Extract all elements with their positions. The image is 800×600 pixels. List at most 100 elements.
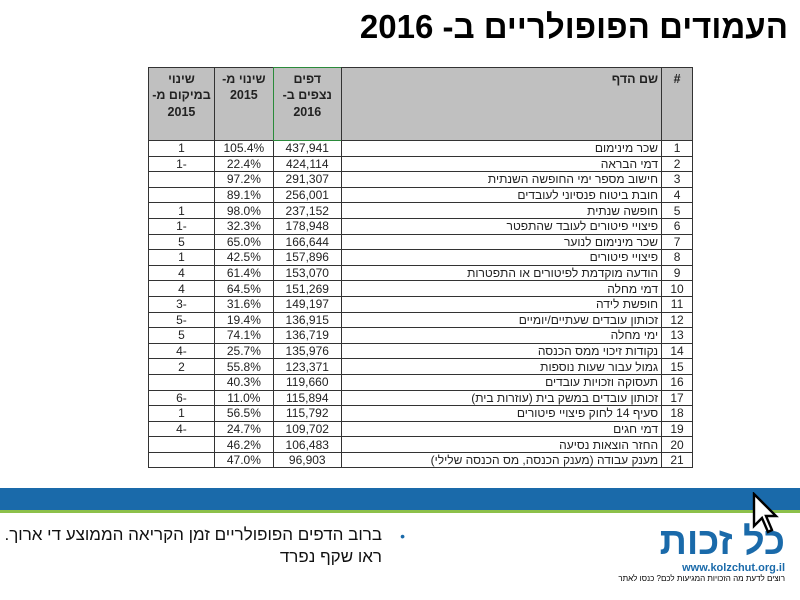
row-pct-change: 31.6%: [213, 295, 274, 313]
header-rank-change: שינוי במיקום מ- 2015: [148, 67, 215, 141]
row-page-name: שכר מינימום לנוער: [340, 233, 663, 251]
row-views: 115,792: [272, 405, 342, 422]
logo-url: www.kolzchut.org.il: [682, 562, 785, 574]
row-num: 14: [661, 342, 693, 360]
row-num: 4: [661, 186, 693, 204]
row-num: 16: [661, 373, 693, 391]
row-num: 18: [661, 405, 693, 422]
row-page-name: פיצויי פיטורים לעובד שהתפטר: [340, 217, 663, 235]
row-rank-change: 5: [148, 327, 215, 344]
row-page-name: דמי חגים: [340, 420, 663, 438]
row-views: 109,702: [272, 420, 342, 438]
row-views: 291,307: [272, 171, 342, 188]
logo-tagline: רוצים לדעת מה הזכויות המגיעות לכם? כנסו …: [618, 574, 785, 583]
row-views: 123,371: [272, 358, 342, 375]
row-num: 15: [661, 358, 693, 375]
table-row: 1 שכר מינימום 437,941 105.4% 1: [148, 140, 693, 157]
row-num: 19: [661, 420, 693, 438]
table-row: 5 חופשה שנתית 237,152 98.0% 1: [148, 202, 693, 219]
table-row: 3 חישוב מספר ימי החופשה השנתית 291,307 97.2…: [148, 171, 693, 188]
row-pct-change: 32.3%: [213, 217, 274, 235]
row-num: 9: [661, 264, 693, 282]
header-num: #: [661, 67, 693, 141]
row-rank-change: [148, 171, 215, 188]
mouse-pointer-icon: [752, 492, 779, 534]
row-num: 8: [661, 249, 693, 266]
row-pct-change: 42.5%: [213, 249, 274, 266]
table-row: 21 מענק עבודה (מענק הכנסה, מס הכנסה שלילי…: [148, 451, 693, 469]
table-row: 11 חופשת לידה 149,197 31.6% -3: [148, 295, 693, 313]
row-num: 21: [661, 451, 693, 469]
row-pct-change: 64.5%: [213, 280, 274, 297]
row-rank-change: [148, 373, 215, 391]
row-page-name: דמי הבראה: [340, 155, 663, 173]
row-page-name: גמול עבור שעות נוספות: [340, 358, 663, 375]
row-views: 135,976: [272, 342, 342, 360]
row-views: 149,197: [272, 295, 342, 313]
row-num: 7: [661, 233, 693, 251]
row-pct-change: 97.2%: [213, 171, 274, 188]
row-rank-change: -6: [148, 389, 215, 407]
row-rank-change: 1: [148, 405, 215, 422]
row-page-name: תעסוקה וזכויות עובדים: [340, 373, 663, 391]
row-page-name: סעיף 14 לחוק פיצויי פיטורים: [340, 405, 663, 422]
row-page-name: חישוב מספר ימי החופשה השנתית: [340, 171, 663, 188]
table-row: 7 שכר מינימום לנוער 166,644 65.0% 5: [148, 233, 693, 251]
row-pct-change: 55.8%: [213, 358, 274, 375]
table-row: 6 פיצויי פיטורים לעובד שהתפטר 178,948 32.3%…: [148, 217, 693, 235]
row-pct-change: 74.1%: [213, 327, 274, 344]
row-page-name: חופשת לידה: [340, 295, 663, 313]
row-pct-change: 22.4%: [213, 155, 274, 173]
row-page-name: נקודות זיכוי ממס הכנסה: [340, 342, 663, 360]
row-views: 151,269: [272, 280, 342, 297]
row-num: 13: [661, 327, 693, 344]
table-row: 8 פיצויי פיטורים 157,896 42.5% 1: [148, 249, 693, 266]
row-views: 115,894: [272, 389, 342, 407]
row-page-name: זכותון עובדים במשק בית (עוזרות בית): [340, 389, 663, 407]
table-row: 19 דמי חגים 109,702 24.7% -4: [148, 420, 693, 438]
row-pct-change: 98.0%: [213, 202, 274, 219]
header-views: דפים נצפים ב- 2016: [272, 67, 342, 141]
row-num: 3: [661, 171, 693, 188]
table-row: 20 החזר הוצאות נסיעה 106,483 46.2%: [148, 436, 693, 453]
row-page-name: חופשה שנתית: [340, 202, 663, 219]
row-rank-change: -1: [148, 155, 215, 173]
table-row: 9 הודעה מוקדמת לפיטורים או התפטרות 153,070…: [148, 264, 693, 282]
row-num: 20: [661, 436, 693, 453]
table-row: 10 דמי מחלה 151,269 64.5% 4: [148, 280, 693, 297]
row-page-name: החזר הוצאות נסיעה: [340, 436, 663, 453]
table-header-row: # שם הדף דפים נצפים ב- 2016 שינוי מ- 201…: [148, 67, 693, 141]
row-page-name: דמי מחלה: [340, 280, 663, 297]
note-text: ברוב הדפים הפופולריים זמן הקריאה הממוצע …: [4, 525, 382, 566]
row-views: 106,483: [272, 436, 342, 453]
table-row: 17 זכותון עובדים במשק בית (עוזרות בית) 115…: [148, 389, 693, 407]
row-num: 12: [661, 311, 693, 329]
row-pct-change: 46.2%: [213, 436, 274, 453]
row-num: 10: [661, 280, 693, 297]
row-rank-change: 4: [148, 280, 215, 297]
slide-title: העמודים הפופולריים ב- 2016: [359, 8, 788, 45]
row-rank-change: -1: [148, 217, 215, 235]
popular-pages-table: # שם הדף דפים נצפים ב- 2016 שינוי מ- 201…: [148, 67, 693, 469]
row-pct-change: 56.5%: [213, 405, 274, 422]
row-num: 6: [661, 217, 693, 235]
logo-text: כל זכות: [659, 521, 785, 563]
kolzchut-logo: כל זכות www.kolzchut.org.il רוצים לדעת מ…: [585, 522, 785, 583]
header-name: שם הדף: [340, 67, 663, 141]
table-row: 12 זכותון עובדים שעתיים/יומיים 136,915 19.4…: [148, 311, 693, 329]
row-views: 153,070: [272, 264, 342, 282]
row-rank-change: 1: [148, 202, 215, 219]
row-page-name: פיצויי פיטורים: [340, 249, 663, 266]
table-row: 13 ימי מחלה 136,719 74.1% 5: [148, 327, 693, 344]
row-rank-change: [148, 436, 215, 453]
table-row: 18 סעיף 14 לחוק פיצויי פיטורים 115,792 56.5…: [148, 405, 693, 422]
table-row: 15 גמול עבור שעות נוספות 123,371 55.8% 2: [148, 358, 693, 375]
row-views: 237,152: [272, 202, 342, 219]
table-row: 14 נקודות זיכוי ממס הכנסה 135,976 25.7% -4: [148, 342, 693, 360]
row-pct-change: 47.0%: [213, 451, 274, 469]
row-pct-change: 19.4%: [213, 311, 274, 329]
row-num: 11: [661, 295, 693, 313]
row-views: 157,896: [272, 249, 342, 266]
footer-accent-line: [0, 510, 800, 513]
row-page-name: חובת ביטוח פנסיוני לעובדים: [340, 186, 663, 204]
